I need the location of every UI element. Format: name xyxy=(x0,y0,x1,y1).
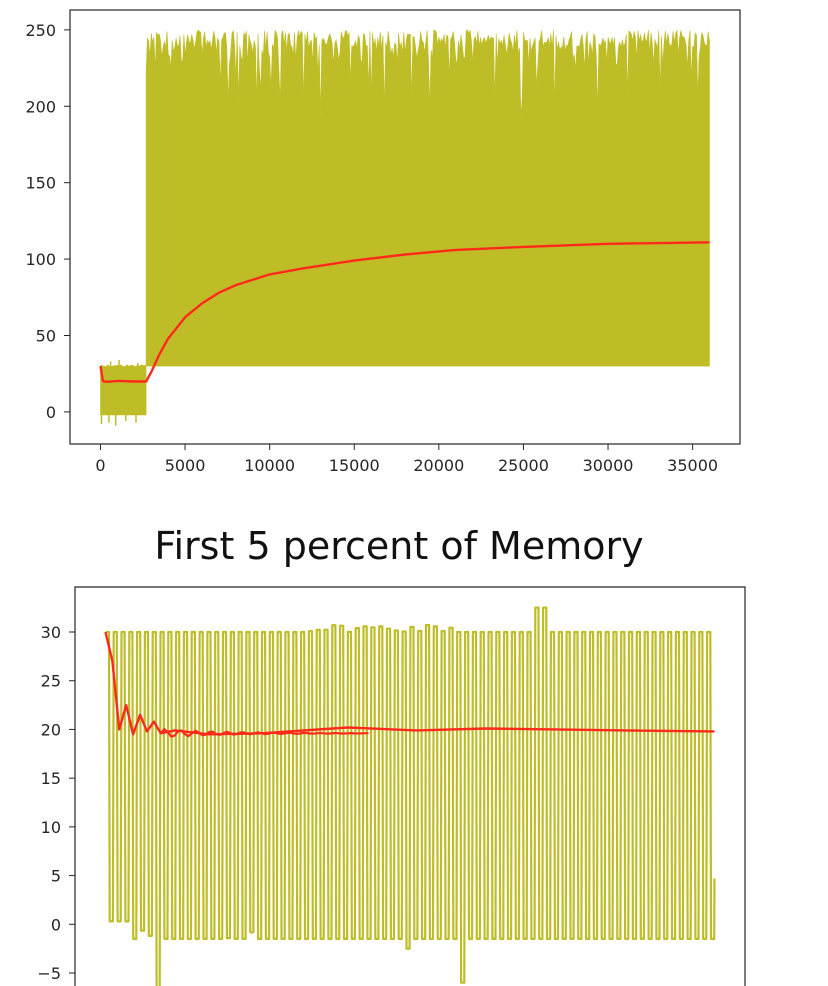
y-tick-label: 150 xyxy=(25,174,56,193)
y-tick-label: 25 xyxy=(41,672,61,691)
bottom-chart: First 5 percent of Memory −5 0 5 10 15 20 25 30 xyxy=(37,524,746,986)
top-chart-y-ticks: 0 50 100 150 200 250 xyxy=(25,21,70,422)
x-tick-label: 30000 xyxy=(583,456,634,475)
bottom-chart-title: First 5 percent of Memory xyxy=(154,524,643,568)
y-tick-label: 30 xyxy=(41,623,61,642)
raw-series-band xyxy=(100,364,147,416)
x-tick-label: 15000 xyxy=(329,456,380,475)
y-tick-label: 0 xyxy=(51,915,61,934)
top-chart-axes-frame xyxy=(69,9,741,445)
raw-series-line xyxy=(105,606,716,986)
y-tick-label: 20 xyxy=(41,720,61,739)
y-tick-label: 250 xyxy=(25,21,56,40)
x-tick-label: 35000 xyxy=(667,456,718,475)
y-tick-label: 5 xyxy=(51,867,61,886)
mean-series-line xyxy=(99,241,710,383)
x-tick-label: 10000 xyxy=(244,456,295,475)
bottom-chart-y-ticks: −5 0 5 10 15 20 25 30 xyxy=(37,623,75,983)
top-chart-plot-area xyxy=(99,29,710,426)
y-tick-label: 10 xyxy=(41,818,61,837)
y-tick-label: 15 xyxy=(41,769,61,788)
x-tick-label: 25000 xyxy=(498,456,549,475)
raw-series-band xyxy=(145,29,710,367)
y-tick-label: −5 xyxy=(37,964,61,983)
x-tick-label: 5000 xyxy=(165,456,206,475)
top-chart-x-ticks: 0 5000 10000 15000 20000 25000 30000 35000 xyxy=(95,444,718,475)
x-tick-label: 0 xyxy=(95,456,105,475)
y-tick-label: 100 xyxy=(25,250,56,269)
y-tick-label: 50 xyxy=(36,327,56,346)
bottom-chart-axes-frame xyxy=(74,586,746,986)
y-tick-label: 0 xyxy=(46,403,56,422)
y-tick-label: 200 xyxy=(25,97,56,116)
mean-series-ripple xyxy=(159,727,369,738)
x-tick-label: 20000 xyxy=(413,456,464,475)
bottom-chart-plot-area xyxy=(104,606,716,986)
top-chart: 0 5000 10000 15000 20000 25000 30000 35000 0 50 1… xyxy=(25,9,741,475)
